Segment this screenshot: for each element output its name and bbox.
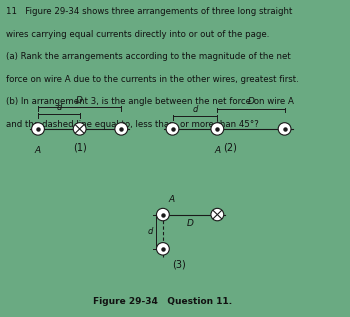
Text: A: A <box>214 146 220 155</box>
Circle shape <box>211 123 224 135</box>
Text: and the dashed line equal to, less than, or more than 45°?: and the dashed line equal to, less than,… <box>6 120 259 129</box>
Text: (b) In arrangement 3, is the angle between the net force on wire A: (b) In arrangement 3, is the angle betwe… <box>6 97 294 106</box>
Circle shape <box>166 123 179 135</box>
Circle shape <box>32 123 44 135</box>
Text: d: d <box>192 105 198 114</box>
Circle shape <box>156 243 169 255</box>
Text: force on wire A due to the currents in the other wires, greatest first.: force on wire A due to the currents in t… <box>6 75 299 84</box>
Circle shape <box>115 123 128 135</box>
Text: wires carrying equal currents directly into or out of the page.: wires carrying equal currents directly i… <box>6 30 270 39</box>
Text: d: d <box>147 227 153 236</box>
Circle shape <box>156 208 169 221</box>
Circle shape <box>73 123 86 135</box>
Text: D: D <box>76 96 83 105</box>
Text: Figure 29-34   Question 11.: Figure 29-34 Question 11. <box>93 297 232 307</box>
Text: A: A <box>169 195 175 204</box>
Text: (2): (2) <box>223 143 237 153</box>
Text: A: A <box>35 146 41 155</box>
Text: 11   Figure 29-34 shows three arrangements of three long straight: 11 Figure 29-34 shows three arrangements… <box>6 7 292 16</box>
Circle shape <box>278 123 291 135</box>
Circle shape <box>211 208 224 221</box>
Text: D: D <box>247 97 254 106</box>
Text: (3): (3) <box>172 260 186 269</box>
Text: D: D <box>187 219 194 228</box>
Text: (a) Rank the arrangements according to the magnitude of the net: (a) Rank the arrangements according to t… <box>6 52 291 61</box>
Text: d: d <box>56 103 62 112</box>
Text: (1): (1) <box>73 143 86 153</box>
